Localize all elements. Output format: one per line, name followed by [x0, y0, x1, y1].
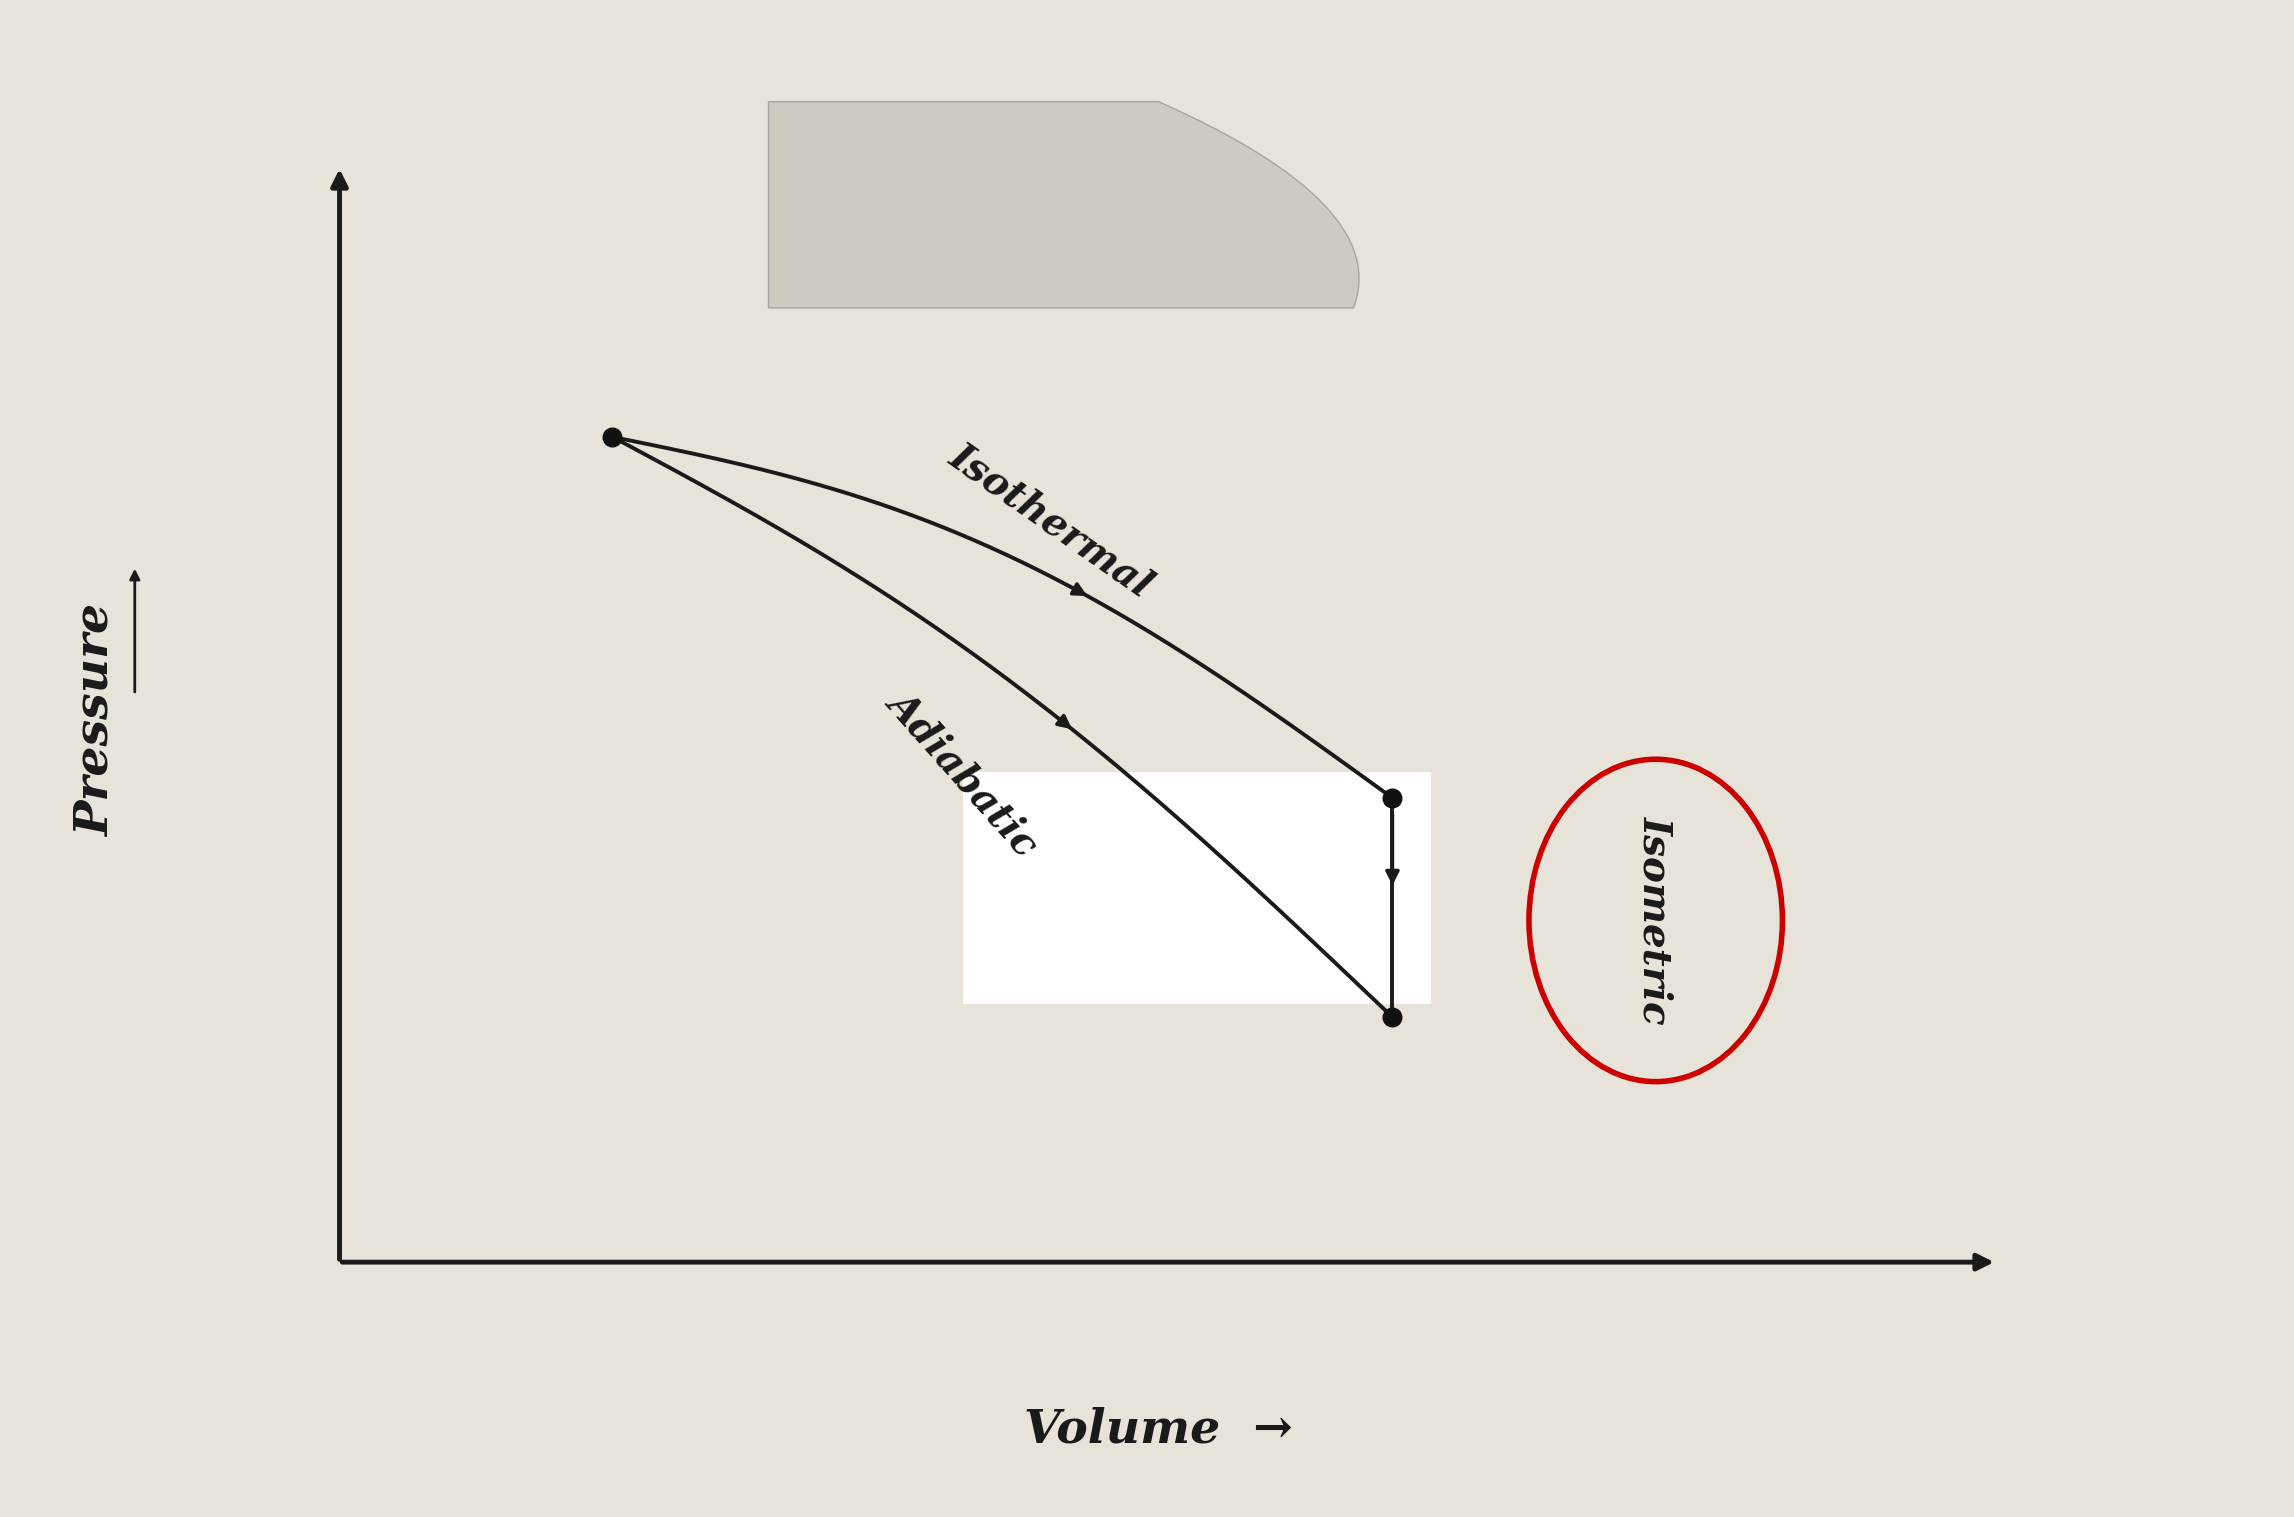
- Point: [1374, 1006, 1411, 1030]
- Point: [1374, 786, 1411, 810]
- Text: Adiabatic: Adiabatic: [881, 683, 1046, 862]
- Text: Volume  →: Volume →: [1023, 1406, 1294, 1453]
- Text: Pressure: Pressure: [73, 604, 119, 837]
- PathPatch shape: [768, 102, 1358, 308]
- Bar: [963, 772, 1431, 1004]
- Text: Isometric: Isometric: [1636, 816, 1675, 1025]
- Text: Isothermal: Isothermal: [943, 437, 1161, 605]
- Point: [594, 425, 631, 449]
